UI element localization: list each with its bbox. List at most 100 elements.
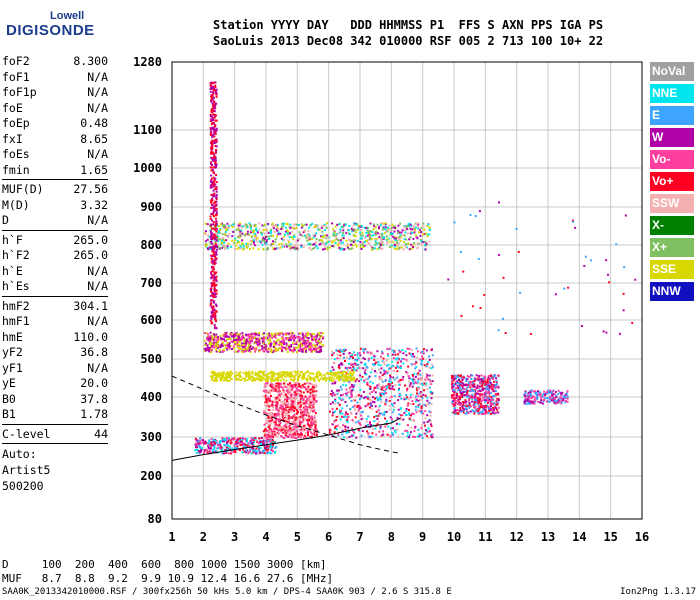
echo-point bbox=[254, 372, 257, 375]
echo-point bbox=[359, 354, 362, 357]
echo-point bbox=[336, 357, 339, 360]
echo-point bbox=[376, 398, 379, 401]
echo-point bbox=[534, 390, 537, 393]
echo-point bbox=[471, 393, 474, 396]
echo-point bbox=[370, 353, 373, 356]
echo-point bbox=[355, 378, 358, 381]
echo-point bbox=[542, 393, 545, 396]
echo-point bbox=[217, 246, 220, 249]
echo-point bbox=[381, 386, 384, 389]
echo-point bbox=[453, 407, 456, 410]
echo-point bbox=[483, 377, 486, 380]
echo-point bbox=[409, 227, 412, 230]
echo-point bbox=[250, 348, 253, 350]
echo-point bbox=[345, 239, 348, 242]
echo-point bbox=[375, 242, 378, 244]
echo-point bbox=[483, 381, 486, 384]
echo-point bbox=[252, 332, 255, 335]
echo-point bbox=[209, 331, 212, 334]
echo-point bbox=[306, 418, 309, 421]
echo-point bbox=[480, 400, 483, 403]
echo-point bbox=[482, 408, 485, 411]
echo-point bbox=[420, 395, 423, 398]
echo-point bbox=[424, 410, 427, 413]
echo-point bbox=[337, 434, 340, 437]
echo-point bbox=[464, 390, 467, 393]
echo-point bbox=[277, 409, 280, 412]
echo-point bbox=[333, 382, 336, 385]
echo-point bbox=[221, 372, 224, 375]
header-line-2: SaoLuis 2013 Dec08 342 010000 RSF 005 2 … bbox=[213, 34, 604, 48]
echo-point bbox=[388, 399, 391, 402]
echo-point bbox=[304, 413, 306, 416]
echo-point bbox=[231, 372, 234, 375]
echo-point bbox=[423, 403, 426, 406]
echo-point bbox=[228, 226, 230, 229]
echo-point bbox=[346, 367, 348, 370]
echo-point bbox=[375, 410, 378, 413]
echo-point bbox=[461, 382, 464, 385]
echo-point bbox=[359, 233, 362, 236]
echo-point bbox=[274, 425, 277, 428]
echo-point bbox=[276, 235, 278, 238]
echo-point bbox=[566, 390, 569, 393]
echo-point bbox=[278, 424, 281, 427]
echo-point bbox=[381, 380, 384, 383]
echo-point bbox=[346, 244, 349, 247]
echo-point bbox=[404, 229, 407, 232]
echo-point bbox=[279, 371, 282, 374]
echo-point bbox=[236, 241, 239, 244]
echo-point bbox=[308, 396, 310, 399]
echo-point bbox=[264, 447, 266, 450]
echo-point bbox=[398, 383, 401, 386]
echo-point bbox=[272, 435, 274, 438]
echo-point bbox=[427, 430, 430, 433]
echo-point bbox=[231, 437, 234, 440]
echo-point bbox=[492, 412, 495, 415]
echo-point bbox=[380, 350, 383, 353]
echo-point bbox=[404, 384, 406, 387]
echo-point bbox=[340, 229, 343, 232]
echo-point bbox=[260, 442, 262, 445]
echo-point bbox=[282, 395, 285, 398]
echo-point bbox=[302, 418, 305, 421]
echo-point bbox=[495, 379, 498, 382]
echo-point bbox=[346, 413, 349, 415]
echo-point bbox=[392, 408, 395, 411]
echo-point bbox=[345, 431, 348, 434]
echo-point bbox=[213, 441, 216, 444]
echo-point bbox=[348, 224, 351, 227]
echo-point bbox=[299, 344, 302, 347]
echo-point bbox=[339, 398, 342, 400]
echo-point bbox=[378, 247, 380, 250]
echo-point bbox=[282, 389, 285, 392]
echo-point bbox=[481, 412, 484, 415]
echo-point bbox=[479, 411, 482, 414]
echo-point bbox=[202, 441, 204, 444]
echo-point bbox=[430, 403, 433, 406]
echo-point bbox=[381, 374, 384, 377]
echo-point bbox=[284, 434, 287, 437]
echo-point bbox=[330, 430, 333, 433]
echo-point bbox=[368, 426, 371, 429]
echo-point bbox=[287, 427, 290, 430]
echo-point bbox=[489, 407, 492, 410]
param-value: 3.32 bbox=[80, 197, 108, 212]
echo-point bbox=[473, 400, 476, 403]
echo-point bbox=[454, 409, 457, 412]
echo-point bbox=[204, 245, 207, 248]
echo-point bbox=[553, 401, 556, 404]
echo-point bbox=[408, 413, 411, 416]
echo-point bbox=[223, 333, 226, 336]
echo-point bbox=[361, 375, 364, 378]
echo-point bbox=[195, 446, 197, 449]
echo-point bbox=[460, 410, 463, 413]
echo-point bbox=[537, 390, 539, 393]
param-row: hmF2 304.1 bbox=[2, 299, 108, 315]
param-row: foE N/A bbox=[2, 101, 108, 117]
echo-point bbox=[206, 347, 209, 350]
echo-point bbox=[297, 385, 300, 388]
echo-point bbox=[340, 241, 343, 244]
echo-point bbox=[266, 391, 269, 394]
echo-point bbox=[240, 345, 243, 348]
